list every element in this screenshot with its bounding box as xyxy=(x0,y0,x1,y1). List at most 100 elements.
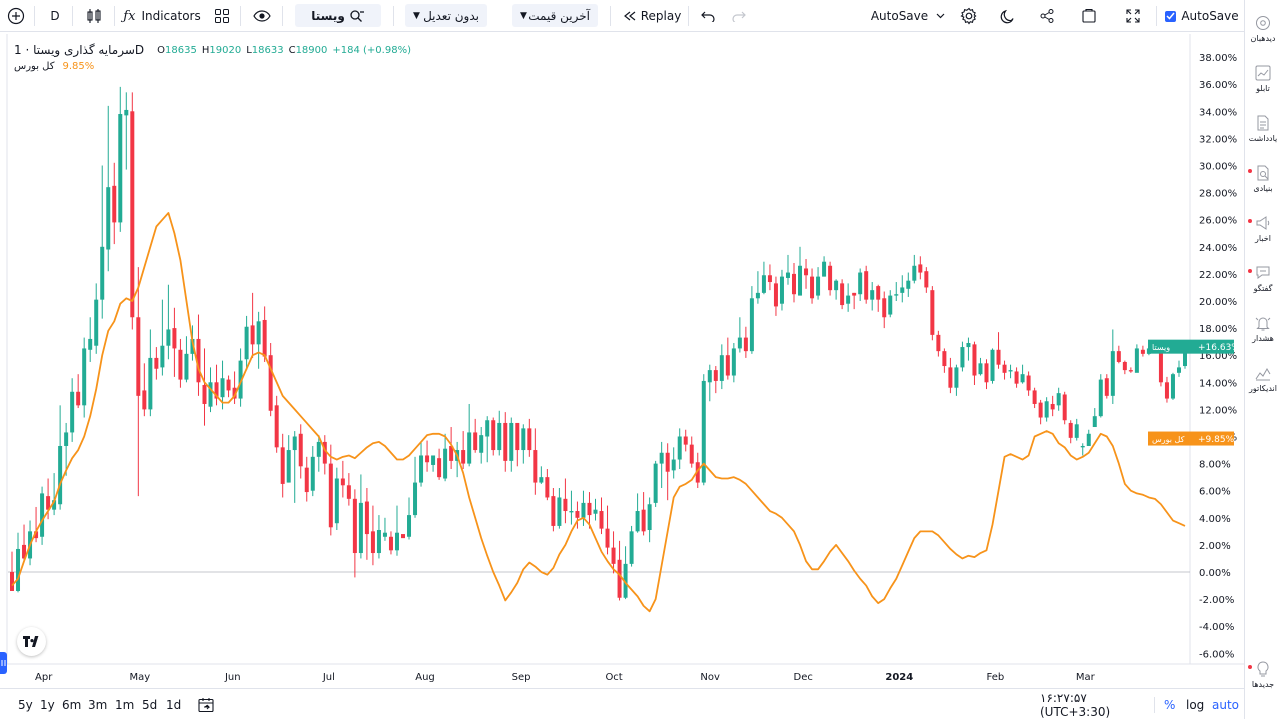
candle-body xyxy=(731,348,736,376)
sidebar-item-alert[interactable]: هشدار xyxy=(1245,314,1280,343)
settings-button[interactable] xyxy=(958,0,980,32)
chart-area[interactable]: 38.00% 36.00% 34.00% 32.00% 30.00% 28.00% 26.0… xyxy=(0,34,1244,688)
candle-body xyxy=(76,391,81,406)
sidebar-label: گفتگو xyxy=(1253,284,1273,293)
candle-body xyxy=(647,504,652,530)
sidebar-item-note[interactable]: یادداشت xyxy=(1245,114,1280,143)
add-symbol-button[interactable] xyxy=(4,0,28,32)
share-icon xyxy=(1040,9,1054,23)
range-button-1d[interactable]: 1d xyxy=(166,697,182,712)
visibility-button[interactable] xyxy=(250,0,274,32)
candle-body xyxy=(1140,349,1145,354)
candle-body xyxy=(208,382,213,407)
candle-body xyxy=(605,528,610,548)
indicators-button[interactable]: ƒx Indicators xyxy=(122,0,202,32)
auto-scale-toggle[interactable]: auto xyxy=(1212,697,1240,712)
percent-scale-toggle[interactable]: % xyxy=(1164,697,1176,712)
candle-body xyxy=(172,328,177,349)
fullscreen-button[interactable] xyxy=(1122,0,1144,32)
x-tick-label: Aug xyxy=(415,672,435,683)
snapshot-button[interactable] xyxy=(1078,0,1100,32)
sidebar-item-chat[interactable]: گفتگو xyxy=(1245,264,1280,293)
layouts-button[interactable] xyxy=(210,0,234,32)
candle-body xyxy=(118,114,123,223)
range-button-6m[interactable]: 6m xyxy=(62,697,82,712)
tradingview-logo[interactable] xyxy=(17,627,46,656)
y-tick-label: 12.00% xyxy=(1199,405,1237,416)
candle-body xyxy=(16,548,21,591)
candle-body xyxy=(154,357,159,369)
clock-timezone[interactable]: ۱۶:۲۷:۵۷ (UTC+3:30) xyxy=(1040,690,1111,719)
range-button-1m[interactable]: 1m xyxy=(115,697,135,712)
candle-body xyxy=(22,544,27,559)
candle-body xyxy=(792,273,796,295)
candle-body xyxy=(870,290,875,300)
candle-body xyxy=(1134,348,1139,373)
y-tick-label: 32.00% xyxy=(1199,134,1237,145)
tv-logo-icon xyxy=(22,636,38,647)
redo-button[interactable] xyxy=(728,0,750,32)
candle-body xyxy=(828,265,833,291)
candle-body xyxy=(1038,402,1043,418)
log-scale-toggle[interactable]: log xyxy=(1186,697,1205,712)
range-button-1y[interactable]: 1y xyxy=(40,697,55,712)
sidebar-item-indicator[interactable]: اندیکاتور xyxy=(1245,364,1280,393)
candle-body xyxy=(623,563,628,598)
board-icon xyxy=(1255,65,1271,81)
range-button-5y[interactable]: 5y xyxy=(18,697,33,712)
price-type-dropdown[interactable]: ▼ آخرین قیمت xyxy=(512,4,598,27)
sidebar-item-fundamental[interactable]: بنیادی xyxy=(1245,164,1280,193)
share-button[interactable] xyxy=(1036,0,1058,32)
replay-button[interactable]: Replay xyxy=(622,0,682,32)
chat-icon xyxy=(1256,266,1270,279)
candle-body xyxy=(984,363,989,383)
candle-body xyxy=(629,531,634,564)
candle-body xyxy=(40,493,45,537)
adjustment-dropdown[interactable]: ▼ بدون تعدیل xyxy=(405,4,487,27)
candle-body xyxy=(713,370,718,381)
fundamental-icon xyxy=(1257,165,1269,181)
candle-body xyxy=(166,329,171,346)
symbol-search-button[interactable]: ویستا xyxy=(295,4,381,27)
candle-body xyxy=(142,390,147,410)
autosave-dropdown[interactable]: AutoSave xyxy=(870,0,946,32)
range-button-5d[interactable]: 5d xyxy=(142,697,158,712)
sidebar-label: تابلو xyxy=(1256,84,1270,93)
index-legend[interactable]: کل بورس 9.85% xyxy=(14,58,411,74)
price-chart[interactable]: 38.00% 36.00% 34.00% 32.00% 30.00% 28.00% 26.0… xyxy=(0,34,1244,688)
y-tick-label: -6.00% xyxy=(1199,649,1234,660)
interval-button[interactable]: D xyxy=(50,9,60,23)
candle-body xyxy=(587,502,592,516)
candle-body xyxy=(64,432,69,446)
sidebar-item-board[interactable]: تابلو xyxy=(1245,64,1280,93)
candle-body xyxy=(1056,393,1061,406)
candle-body xyxy=(178,349,183,380)
candle-body xyxy=(491,420,496,451)
sidebar-item-bulb[interactable]: جدیدها xyxy=(1245,660,1280,689)
candle-body xyxy=(280,447,285,484)
separator xyxy=(688,6,689,26)
autosave-checkbox[interactable]: AutoSave xyxy=(1164,0,1240,32)
chart-type-button[interactable] xyxy=(82,0,106,32)
scroll-handle[interactable] xyxy=(0,652,7,674)
sidebar-item-news[interactable]: اخبار xyxy=(1245,214,1280,243)
candle-body xyxy=(665,452,670,472)
candle-body xyxy=(136,317,141,396)
range-button-3m[interactable]: 3m xyxy=(88,697,108,712)
theme-button[interactable] xyxy=(997,0,1019,32)
candle-body xyxy=(437,458,442,478)
candle-body xyxy=(1122,361,1127,371)
candle-body xyxy=(1032,390,1037,404)
y-tick-label: 36.00% xyxy=(1199,80,1237,91)
candle-body xyxy=(635,511,640,532)
candle-body xyxy=(936,334,941,352)
sidebar-item-watchlist[interactable]: دیدهبان xyxy=(1245,14,1280,43)
high-key: H xyxy=(201,44,210,56)
goto-date-button[interactable] xyxy=(197,689,219,719)
candle-body xyxy=(1080,445,1085,448)
candle-body xyxy=(1164,382,1169,399)
candle-body xyxy=(394,532,399,551)
sidebar-label: اندیکاتور xyxy=(1249,384,1277,393)
undo-button[interactable] xyxy=(697,0,719,32)
